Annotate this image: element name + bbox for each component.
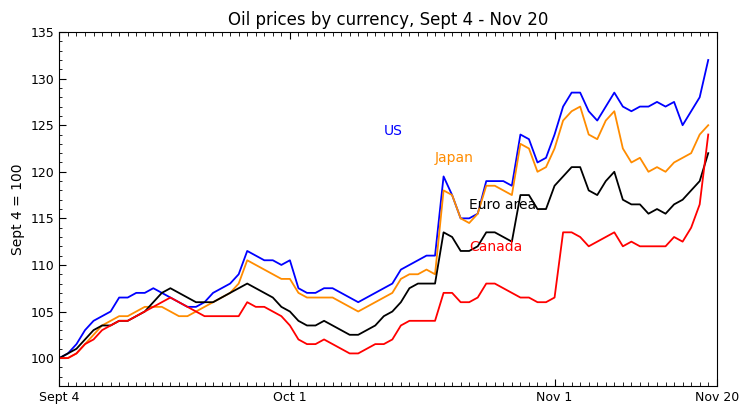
Y-axis label: Sept 4 = 100: Sept 4 = 100 [11,163,25,255]
Text: US: US [384,124,403,137]
Title: Oil prices by currency, Sept 4 - Nov 20: Oil prices by currency, Sept 4 - Nov 20 [228,11,548,29]
Text: Canada: Canada [470,240,523,254]
Text: Japan: Japan [435,151,474,166]
Text: Euro area: Euro area [470,198,536,212]
